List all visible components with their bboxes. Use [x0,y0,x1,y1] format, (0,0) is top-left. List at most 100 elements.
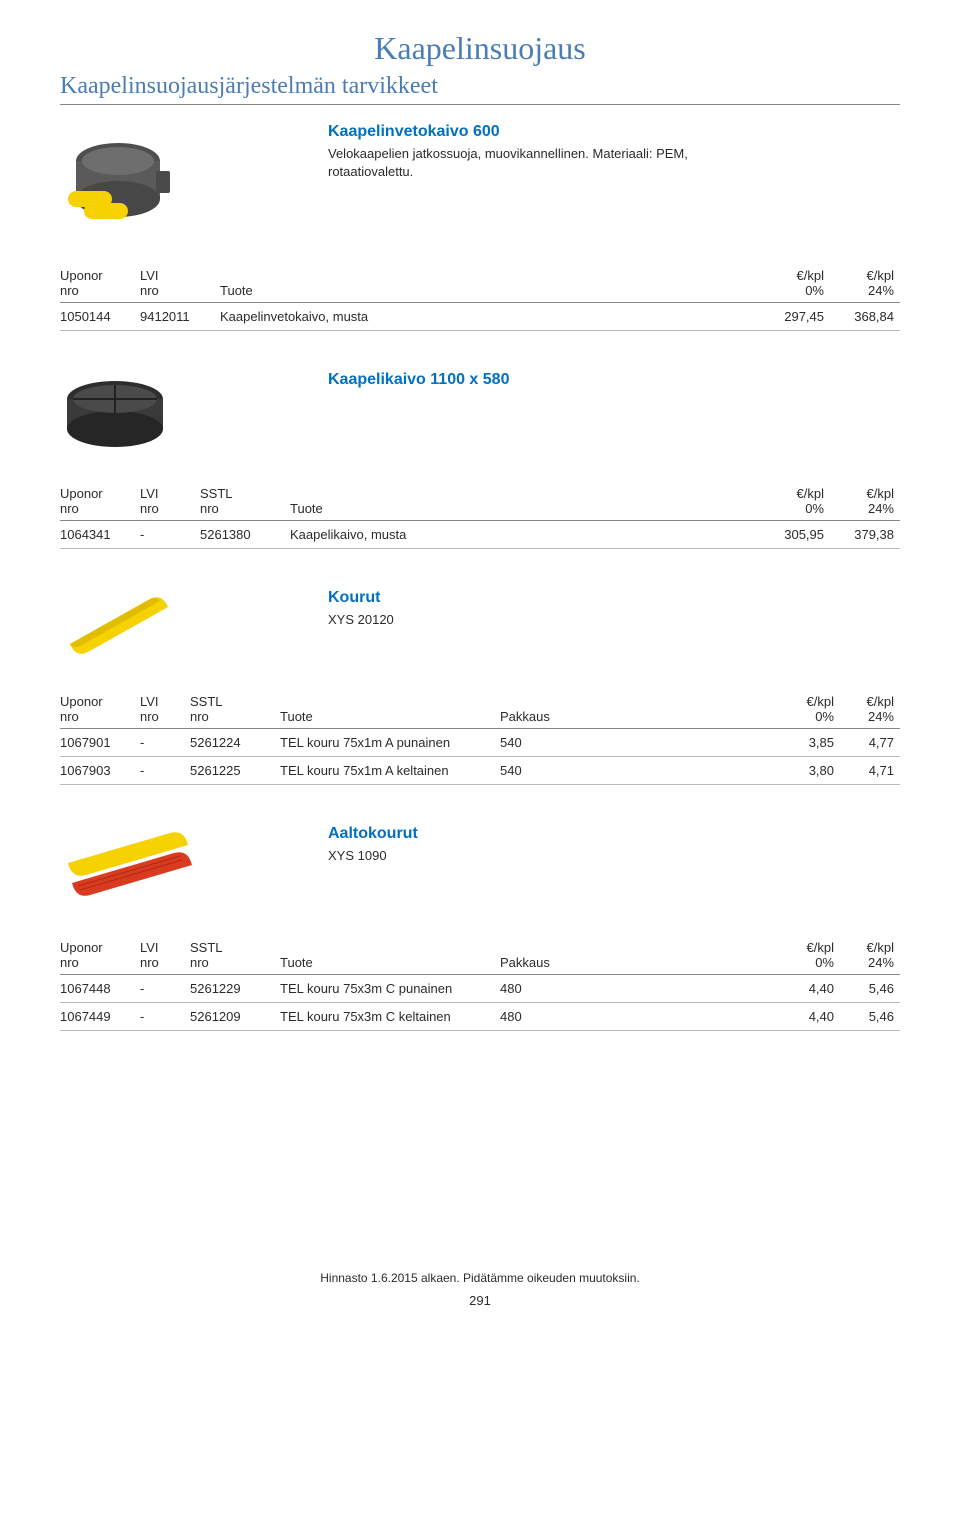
th-pct24: 24% [868,709,894,724]
cell-price-24: 5,46 [840,975,900,1003]
cell-price-24: 379,38 [830,521,900,549]
th-sstl: SSTL [200,486,233,501]
th-nro: nro [60,955,79,970]
cell-pakkaus: 480 [500,975,780,1003]
table-row: 1067903 - 5261225 TEL kouru 75x1m A kelt… [60,757,900,785]
product-image-kaapelinvetokaivo [60,123,190,236]
th-nro: nro [60,501,79,516]
th-uponor: Uponor [60,940,103,955]
th-eurkpl: €/kpl [797,486,824,501]
th-pakkaus: Pakkaus [500,690,780,729]
section-subtitle: XYS 20120 [328,611,394,629]
th-pct0: 0% [805,283,824,298]
th-pct0: 0% [815,955,834,970]
th-nro: nro [190,955,209,970]
th-nro: nro [140,501,159,516]
cell-tuote: TEL kouru 75x1m A keltainen [280,757,500,785]
th-tuote: Tuote [220,264,760,303]
cell-price-0: 297,45 [760,303,830,331]
th-lvi: LVI [140,486,159,501]
th-nro: nro [200,501,219,516]
th-eurkpl: €/kpl [867,486,894,501]
th-nro: nro [140,709,159,724]
footer-text: Hinnasto 1.6.2015 alkaen. Pidätämme oike… [60,1271,900,1285]
th-nro: nro [60,283,79,298]
section-subtitle: XYS 1090 [328,847,418,865]
page-subtitle: Kaapelinsuojausjärjestelmän tarvikkeet [60,73,900,105]
cell-lvi-nro: - [140,729,190,757]
cell-lvi-nro: - [140,1003,190,1031]
cell-uponor-nro: 1067449 [60,1003,140,1031]
th-lvi: LVI [140,940,159,955]
cell-uponor-nro: 1067901 [60,729,140,757]
th-lvi: LVI [140,268,159,283]
cell-price-0: 3,80 [780,757,840,785]
th-eurkpl: €/kpl [797,268,824,283]
th-pakkaus: Pakkaus [500,936,780,975]
th-tuote: Tuote [280,690,500,729]
cell-tuote: Kaapelikaivo, musta [290,521,760,549]
section-title: Kaapelikaivo 1100 x 580 [328,371,509,389]
cell-uponor-nro: 1050144 [60,303,140,331]
section-title: Kaapelinvetokaivo 600 [328,123,688,141]
price-table-2: Uponornro LVInro SSTLnro Tuote €/kpl0% €… [60,482,900,549]
section-kaapelinvetokaivo-600: Kaapelinvetokaivo 600 Velokaapelien jatk… [60,123,900,331]
section-title: Kourut [328,589,394,607]
th-pct24: 24% [868,283,894,298]
table-row: 1064341 - 5261380 Kaapelikaivo, musta 30… [60,521,900,549]
cell-price-0: 4,40 [780,975,840,1003]
table-row: 1050144 9412011 Kaapelinvetokaivo, musta… [60,303,900,331]
th-nro: nro [60,709,79,724]
cell-pakkaus: 540 [500,757,780,785]
product-image-aaltokouru [60,825,200,908]
th-tuote: Tuote [280,936,500,975]
cell-pakkaus: 540 [500,729,780,757]
table-row: 1067449 - 5261209 TEL kouru 75x3m C kelt… [60,1003,900,1031]
th-uponor: Uponor [60,694,103,709]
th-eurkpl: €/kpl [867,268,894,283]
product-image-kaapelikaivo [60,371,170,454]
cell-price-24: 5,46 [840,1003,900,1031]
cell-price-0: 3,85 [780,729,840,757]
cell-pakkaus: 480 [500,1003,780,1031]
th-pct24: 24% [868,955,894,970]
section-title: Aaltokourut [328,825,418,843]
cell-uponor-nro: 1067903 [60,757,140,785]
th-eurkpl: €/kpl [807,940,834,955]
cell-sstl-nro: 5261380 [200,521,290,549]
cell-tuote: Kaapelinvetokaivo, musta [220,303,760,331]
cell-price-24: 4,71 [840,757,900,785]
th-nro: nro [190,709,209,724]
th-eurkpl: €/kpl [807,694,834,709]
th-tuote: Tuote [290,482,760,521]
section-kaapelikaivo-1100: Kaapelikaivo 1100 x 580 Uponornro LVInro… [60,371,900,549]
table-row: 1067901 - 5261224 TEL kouru 75x1m A puna… [60,729,900,757]
th-uponor: Uponor [60,486,103,501]
cell-price-24: 4,77 [840,729,900,757]
cell-lvi-nro: 9412011 [140,303,220,331]
cell-sstl-nro: 5261224 [190,729,280,757]
page-title: Kaapelinsuojaus [60,30,900,67]
price-table-4: Uponornro LVInro SSTLnro Tuote Pakkaus €… [60,936,900,1031]
page-number: 291 [60,1293,900,1308]
th-eurkpl: €/kpl [867,940,894,955]
section-aaltokourut: Aaltokourut XYS 1090 Uponornro LVInro SS… [60,825,900,1031]
section-desc: Velokaapelien jatkossuoja, muovikannelli… [328,145,688,180]
th-uponor: Uponor [60,268,103,283]
th-sstl: SSTL [190,694,223,709]
price-table-1: Uponornro LVInro Tuote €/kpl0% €/kpl24% … [60,264,900,331]
cell-uponor-nro: 1064341 [60,521,140,549]
cell-price-24: 368,84 [830,303,900,331]
cell-lvi-nro: - [140,757,190,785]
price-table-3: Uponornro LVInro SSTLnro Tuote Pakkaus €… [60,690,900,785]
th-pct0: 0% [805,501,824,516]
cell-sstl-nro: 5261209 [190,1003,280,1031]
cell-tuote: TEL kouru 75x3m C punainen [280,975,500,1003]
cell-tuote: TEL kouru 75x1m A punainen [280,729,500,757]
cell-sstl-nro: 5261225 [190,757,280,785]
cell-tuote: TEL kouru 75x3m C keltainen [280,1003,500,1031]
th-pct24: 24% [868,501,894,516]
product-image-kouru [60,589,180,662]
cell-sstl-nro: 5261229 [190,975,280,1003]
cell-uponor-nro: 1067448 [60,975,140,1003]
